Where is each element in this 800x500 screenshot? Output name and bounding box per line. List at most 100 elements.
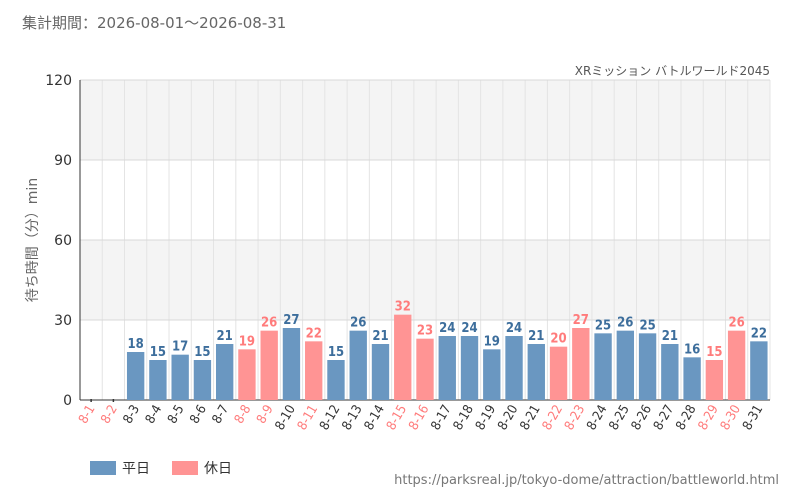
data-label-8-20: 24 (506, 321, 522, 336)
bar-8-29 (705, 360, 724, 400)
y-tick-label: 30 (54, 313, 72, 329)
data-label-8-12: 15 (328, 345, 344, 360)
legend-item-weekday: 平日 (90, 458, 150, 478)
bar-8-19 (483, 349, 501, 400)
bar-8-22 (549, 346, 568, 400)
data-label-8-24: 25 (595, 318, 611, 333)
legend-swatch-weekday (90, 461, 116, 475)
bar-8-31 (750, 341, 768, 400)
x-tick-label-8-22: 8-22 (540, 403, 566, 433)
bar-8-30 (727, 330, 746, 400)
data-label-8-31: 22 (751, 326, 767, 341)
bar-8-8 (238, 349, 256, 400)
x-tick-label-8-8: 8-8 (232, 403, 255, 427)
bar-8-24 (594, 333, 612, 400)
bar-8-6 (193, 360, 212, 400)
data-label-8-29: 15 (706, 345, 722, 360)
x-tick-label-8-2: 8-2 (98, 403, 121, 427)
bar-8-9 (260, 330, 278, 400)
data-label-8-4: 15 (150, 345, 166, 360)
data-label-8-6: 15 (194, 345, 210, 360)
bar-8-18 (460, 336, 479, 400)
bar-8-13 (349, 330, 367, 400)
y-tick-label: 60 (54, 233, 72, 249)
x-tick-label-8-15: 8-15 (384, 403, 410, 433)
x-tick-label-8-27: 8-27 (651, 403, 677, 433)
y-tick-label: 0 (63, 393, 72, 409)
legend-label-holiday: 休日 (204, 461, 232, 477)
x-tick-label-8-29: 8-29 (696, 403, 722, 433)
x-tick-label-8-26: 8-26 (629, 403, 655, 433)
source-link[interactable]: https://parksreal.jp/tokyo-dome/attracti… (394, 473, 779, 488)
bar-8-4 (149, 360, 167, 400)
bar-8-20 (505, 336, 523, 400)
x-tick-label-8-28: 8-28 (673, 403, 699, 433)
bar-8-7 (215, 344, 234, 400)
bar-8-26 (638, 333, 657, 400)
data-label-8-15: 32 (395, 300, 411, 315)
grid-band (80, 80, 770, 160)
data-label-8-16: 23 (417, 324, 433, 339)
legend-swatch-holiday (172, 461, 198, 475)
x-tick-label-8-19: 8-19 (473, 402, 499, 432)
bar-8-10 (282, 328, 301, 400)
data-label-8-9: 26 (261, 316, 277, 331)
x-tick-label-8-20: 8-20 (495, 403, 521, 433)
bar-8-5 (171, 354, 189, 400)
bar-8-17 (438, 336, 456, 400)
data-label-8-28: 16 (684, 342, 700, 357)
x-tick-label-8-30: 8-30 (718, 403, 744, 433)
grid-band (80, 240, 770, 320)
x-tick-label-8-16: 8-16 (406, 403, 432, 433)
bar-8-23 (572, 328, 590, 400)
x-tick-label-8-13: 8-13 (339, 403, 365, 433)
legend-label-weekday: 平日 (122, 461, 150, 477)
bar-8-16 (416, 338, 434, 400)
bar-8-14 (371, 344, 390, 400)
bar-8-28 (683, 357, 701, 400)
bar-8-21 (527, 344, 545, 400)
x-tick-label-8-12: 8-12 (317, 403, 343, 433)
data-label-8-23: 27 (573, 313, 589, 328)
data-label-8-14: 21 (372, 329, 388, 344)
data-label-8-7: 21 (217, 329, 233, 344)
data-label-8-18: 24 (461, 321, 477, 336)
bar-8-11 (305, 341, 323, 400)
data-label-8-25: 26 (617, 316, 633, 331)
data-label-8-17: 24 (439, 321, 455, 336)
x-tick-label-8-24: 8-24 (584, 403, 610, 433)
x-tick-label-8-1: 8-1 (76, 403, 99, 427)
x-tick-label-8-4: 8-4 (143, 403, 166, 427)
grid-band (80, 160, 770, 240)
x-tick-label-8-17: 8-17 (428, 403, 454, 433)
x-tick-label-8-23: 8-23 (562, 403, 588, 433)
data-label-8-26: 25 (639, 318, 655, 333)
bar-8-15 (394, 314, 412, 400)
data-label-8-13: 26 (350, 316, 366, 331)
x-tick-label-8-6: 8-6 (187, 403, 210, 427)
y-tick-label: 90 (54, 153, 72, 169)
bar-8-25 (616, 330, 635, 400)
data-label-8-27: 21 (662, 329, 678, 344)
x-tick-label-8-21: 8-21 (517, 403, 543, 433)
x-tick-label-8-31: 8-31 (740, 403, 766, 433)
data-label-8-22: 20 (550, 332, 566, 347)
period-label: 集計期間：2026-08-01～2026-08-31 (22, 14, 287, 32)
data-label-8-5: 17 (172, 340, 188, 355)
bar-8-12 (327, 360, 345, 400)
data-label-8-21: 21 (528, 329, 544, 344)
x-tick-label-8-7: 8-7 (210, 403, 233, 427)
x-tick-label-8-25: 8-25 (607, 403, 633, 433)
data-label-8-3: 18 (128, 337, 144, 352)
x-tick-label-8-18: 8-18 (451, 403, 477, 433)
legend: 平日 休日 (90, 458, 254, 478)
data-label-8-19: 19 (484, 334, 500, 349)
x-tick-label-8-14: 8-14 (362, 403, 388, 433)
data-label-8-8: 19 (239, 334, 255, 349)
legend-item-holiday: 休日 (172, 458, 232, 478)
x-tick-label-8-3: 8-3 (121, 403, 144, 427)
bar-8-27 (661, 344, 679, 400)
chart-title: XRミッション バトルワールド2045 (574, 64, 770, 78)
data-label-8-10: 27 (283, 313, 299, 328)
